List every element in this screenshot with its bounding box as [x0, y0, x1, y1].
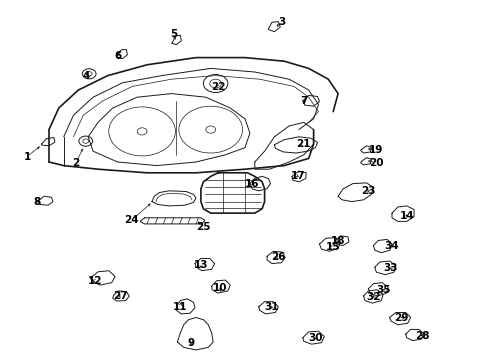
Text: 31: 31: [265, 302, 279, 312]
Text: 22: 22: [211, 82, 225, 92]
Text: 16: 16: [245, 179, 260, 189]
Text: 19: 19: [369, 145, 384, 156]
Text: 4: 4: [82, 71, 90, 81]
Text: 15: 15: [326, 242, 341, 252]
Text: 34: 34: [385, 240, 399, 251]
Text: 8: 8: [33, 197, 40, 207]
Text: 25: 25: [196, 222, 211, 232]
Text: 27: 27: [113, 291, 127, 301]
Text: 30: 30: [309, 333, 323, 343]
Text: 20: 20: [369, 158, 384, 168]
Text: 10: 10: [213, 283, 228, 293]
Text: 28: 28: [415, 330, 430, 341]
Text: 9: 9: [188, 338, 195, 348]
Text: 5: 5: [171, 29, 177, 39]
Text: 6: 6: [114, 51, 121, 61]
Text: 32: 32: [366, 292, 381, 302]
Text: 1: 1: [24, 152, 30, 162]
Text: 26: 26: [271, 252, 286, 262]
Text: 2: 2: [73, 158, 79, 168]
Text: 13: 13: [194, 260, 208, 270]
Text: 21: 21: [296, 139, 311, 149]
Text: 7: 7: [300, 96, 308, 106]
Text: 14: 14: [399, 211, 414, 221]
Text: 3: 3: [278, 17, 285, 27]
Text: 29: 29: [394, 312, 409, 323]
Text: 33: 33: [384, 263, 398, 273]
Text: 35: 35: [376, 285, 391, 295]
Text: 12: 12: [88, 276, 103, 286]
Text: 17: 17: [291, 171, 305, 181]
Text: 11: 11: [173, 302, 188, 312]
Text: 18: 18: [331, 236, 345, 246]
Text: 24: 24: [124, 215, 139, 225]
Text: 23: 23: [361, 186, 376, 196]
